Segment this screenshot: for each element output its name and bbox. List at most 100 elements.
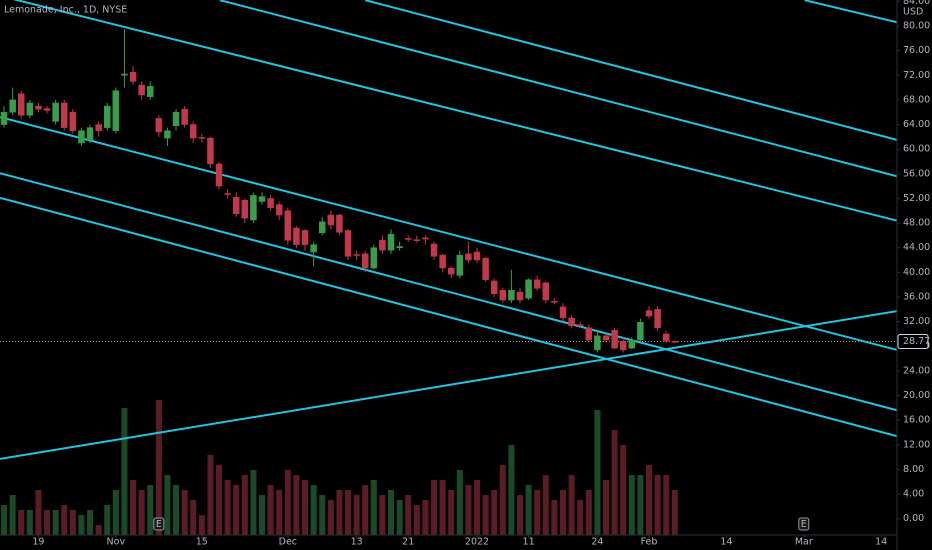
candle-body [146, 86, 154, 98]
volume-bar [456, 470, 463, 535]
volume-bar [18, 510, 25, 535]
candle-body [164, 130, 171, 139]
candle-body [645, 310, 653, 317]
y-tick-label: 4.00 [903, 489, 924, 500]
candle-body [215, 163, 223, 187]
y-tick-label: 8.00 [903, 464, 924, 475]
volume-bar [130, 480, 137, 535]
volume-bar [482, 495, 489, 535]
volume-bar [112, 490, 119, 535]
candle-body [611, 329, 618, 349]
volume-bar [465, 485, 472, 535]
last-price-label: 28.77 [903, 336, 930, 347]
volume-bar [87, 510, 94, 535]
volume-bar [147, 485, 154, 535]
candle-body [516, 291, 524, 301]
x-tick-label: 21 [402, 537, 414, 548]
volume-bar [190, 500, 197, 535]
candle-body [602, 335, 610, 341]
volume-bar [645, 465, 652, 535]
candle-body [232, 196, 240, 215]
trend-line [0, 196, 897, 438]
y-tick-label: 36.00 [903, 291, 930, 302]
candle-body [69, 111, 77, 131]
volume-bar [26, 510, 33, 535]
volume-bar [250, 470, 257, 535]
candle-body [224, 193, 231, 195]
candle-body [662, 333, 670, 342]
y-tick-label: 44.00 [903, 242, 930, 253]
x-tick-label: 24 [591, 537, 603, 548]
x-tick-label: 11 [523, 537, 535, 548]
candle-body [353, 254, 360, 256]
volume-bar [310, 485, 317, 535]
candle-body [258, 196, 266, 202]
volume-bar [181, 490, 188, 535]
volume-bar [396, 500, 403, 535]
candle-body [585, 327, 593, 341]
candle-body [439, 254, 446, 269]
volume-bar [568, 475, 575, 535]
candle-body [78, 130, 85, 144]
candle-body [551, 301, 558, 303]
volume-bar [654, 475, 661, 535]
plot-area [0, 0, 897, 535]
y-tick-label: 60.00 [903, 144, 930, 155]
candle-body [60, 102, 68, 128]
volume-bar [551, 500, 558, 535]
volume-bar [362, 485, 369, 535]
candle-body [26, 102, 34, 116]
volume-bar [422, 500, 429, 535]
volume-bar [611, 430, 618, 535]
candle-body [473, 251, 481, 261]
volume-bar [233, 485, 240, 535]
candle-body [103, 105, 111, 128]
x-tick-label: 14 [875, 537, 887, 548]
volume-bar [517, 495, 524, 535]
volume-bar [44, 510, 51, 535]
volume-bar [78, 515, 85, 535]
volume-bar [104, 505, 111, 535]
volume-bar [388, 490, 395, 535]
volume-bar [164, 475, 171, 535]
volume-bar [293, 475, 300, 535]
trend-line [804, 0, 897, 24]
candle-body [112, 90, 120, 131]
volume-bar [138, 490, 145, 535]
candle-body [465, 253, 472, 261]
candle-body [628, 339, 636, 349]
candle-body [189, 124, 197, 139]
candle-body [576, 324, 584, 326]
candle-body [525, 279, 532, 299]
candle-body [43, 108, 51, 111]
currency-label: USD [903, 7, 923, 18]
x-tick-label: 15 [196, 537, 208, 548]
volume-bar [241, 475, 248, 535]
y-tick-label: 48.00 [903, 218, 930, 229]
x-tick-label: 19 [32, 537, 44, 548]
volume-bar [379, 495, 386, 535]
volume-bar [327, 500, 334, 535]
volume-bar [155, 400, 162, 535]
volume-bar [594, 410, 601, 535]
candle-body [267, 198, 274, 208]
candle-body [250, 195, 257, 221]
candle-body [310, 244, 317, 253]
y-tick-label: 64.00 [903, 119, 930, 130]
trend-line [0, 116, 897, 351]
volume-bar [448, 490, 455, 535]
candle-body [508, 289, 515, 301]
candle-body [284, 210, 292, 241]
x-tick-label: Mar [795, 537, 813, 548]
candle-body [52, 102, 59, 122]
y-tick-label: 52.00 [903, 193, 930, 204]
y-tick-label: 24.00 [903, 365, 930, 376]
x-tick-label: Dec [279, 537, 297, 548]
volume-bar [35, 490, 42, 535]
volume-bar [207, 455, 214, 535]
volume-bar [52, 510, 59, 535]
volume-bar [585, 490, 592, 535]
candle-body [155, 118, 163, 133]
